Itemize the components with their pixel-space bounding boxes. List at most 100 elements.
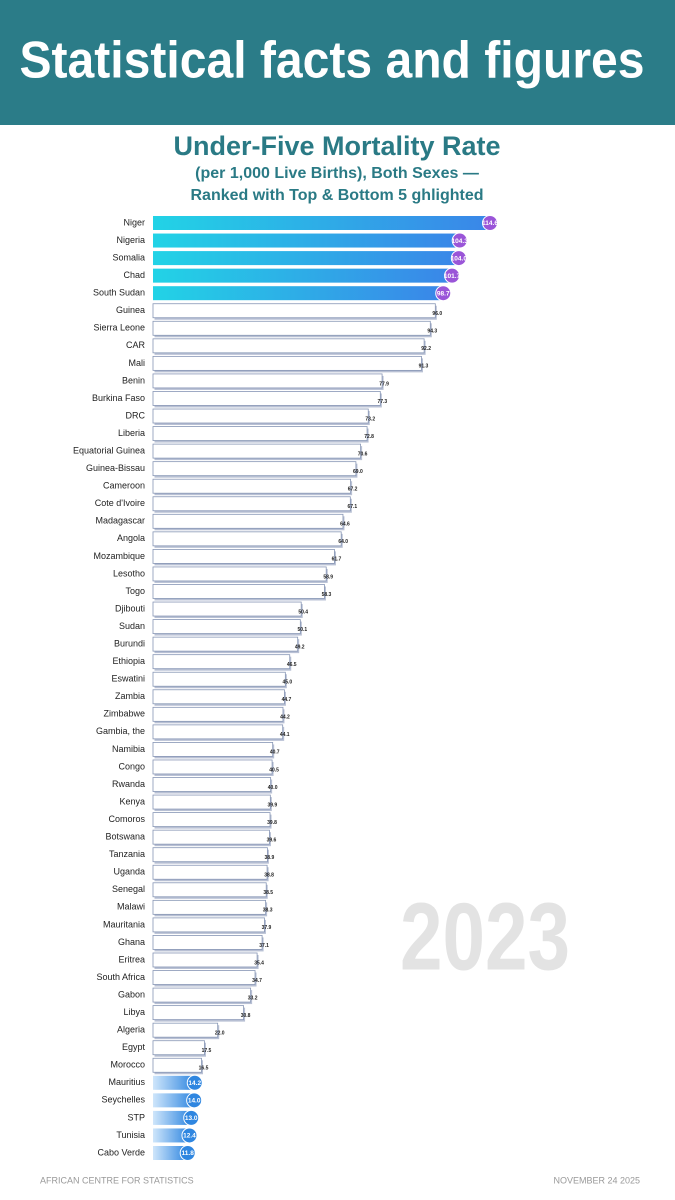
bar [152, 496, 351, 512]
bar [152, 303, 436, 319]
category-label: Seychelles [101, 1095, 145, 1105]
category-label: Zambia [115, 691, 145, 701]
category-label: Liberia [118, 428, 145, 438]
bars: Niger 114.6 Nigeria 104.3 Somalia 104.0 Chad 10… [73, 215, 498, 1161]
value-label: 64.6 [340, 522, 350, 528]
value-label: 38.3 [263, 908, 273, 914]
bar [152, 338, 425, 354]
category-label: Guinea-Bissau [86, 463, 145, 473]
value-label: 16.5 [199, 1066, 209, 1072]
value-label: 40.7 [270, 750, 280, 756]
value-label: 61.7 [332, 557, 342, 563]
bar [152, 952, 258, 968]
value-label: 17.5 [202, 1048, 212, 1054]
bar [152, 619, 301, 634]
bar [152, 899, 267, 915]
category-label: Cabo Verde [97, 1147, 145, 1157]
bar [152, 970, 256, 985]
chart-subtitle: Ranked with Top & Bottom 5 ghlighted [190, 187, 483, 204]
value-label: 38.8 [264, 873, 274, 879]
bar [152, 882, 267, 898]
header-title: Statistical facts and figures [20, 32, 645, 90]
value-label: 50.4 [298, 609, 308, 615]
chart-title: Under-Five Mortality Rate [173, 131, 500, 161]
value-label: 50.1 [297, 627, 307, 633]
value-label: 22.0 [215, 1030, 225, 1036]
category-label: Ethiopia [112, 656, 145, 666]
category-label: Angola [117, 533, 145, 543]
bar [152, 671, 286, 687]
value-marker [181, 1127, 198, 1144]
bar [152, 742, 274, 757]
category-label: Mali [128, 358, 145, 368]
value-label: 114.6 [482, 220, 498, 227]
bar [152, 566, 327, 582]
value-marker [186, 1092, 203, 1109]
value-label: 37.1 [259, 943, 269, 949]
category-label: South Africa [96, 972, 145, 982]
value-label: 64.0 [338, 539, 348, 545]
bar [152, 1005, 244, 1021]
category-label: Chad [123, 270, 145, 280]
bar [152, 478, 352, 494]
value-marker [450, 250, 467, 267]
value-label: 38.5 [263, 890, 273, 896]
category-label: Comoros [108, 814, 145, 824]
category-label: Morocco [110, 1060, 145, 1070]
value-label: 92.2 [421, 346, 431, 352]
bar [152, 426, 368, 441]
category-label: Equatorial Guinea [73, 445, 145, 455]
value-label: 37.9 [262, 925, 272, 931]
value-label: 40.0 [268, 785, 278, 791]
category-label: Egypt [122, 1042, 146, 1052]
value-marker [444, 267, 461, 284]
category-label: Eritrea [118, 954, 145, 964]
bar [152, 759, 273, 775]
value-label: 46.5 [287, 662, 297, 668]
category-label: Togo [125, 586, 145, 596]
bar [152, 689, 285, 705]
chart-subtitle: (per 1,000 Live Births), Both Sexes — [195, 165, 479, 182]
value-label: 101.7 [444, 273, 461, 280]
value-label: 49.2 [295, 644, 305, 650]
value-label: 69.0 [353, 469, 363, 475]
bar [153, 216, 490, 230]
category-label: Zimbabwe [103, 709, 145, 719]
bar [152, 917, 265, 933]
value-label: 44.1 [280, 732, 290, 738]
category-label: Gabon [118, 989, 145, 999]
category-label: Niger [123, 217, 145, 227]
category-label: Sudan [119, 621, 145, 631]
value-marker [435, 285, 452, 302]
category-label: Namibia [112, 744, 145, 754]
bar [152, 829, 270, 845]
category-label: DRC [126, 410, 146, 420]
bar [152, 461, 357, 477]
category-label: Burkina Faso [92, 393, 145, 403]
value-label: 39.8 [267, 820, 277, 826]
category-label: Uganda [113, 867, 145, 877]
bar [152, 1057, 202, 1073]
bar [153, 233, 460, 248]
category-label: Mauritania [103, 919, 145, 929]
category-label: Ghana [118, 937, 145, 947]
value-label: 77.9 [379, 381, 389, 387]
category-label: Benin [122, 375, 145, 385]
category-label: Cote d'Ivoire [95, 498, 145, 508]
bar [152, 443, 362, 459]
category-label: Kenya [119, 796, 145, 806]
category-label: Mozambique [93, 551, 145, 561]
bar [153, 251, 459, 266]
value-label: 39.9 [267, 802, 277, 808]
value-label: 72.8 [364, 434, 374, 440]
value-label: 104.0 [451, 255, 468, 262]
bar [152, 320, 431, 336]
value-label: 67.2 [348, 487, 358, 493]
category-label: Eswatini [111, 674, 145, 684]
bar [152, 584, 325, 599]
bar [153, 1128, 190, 1143]
category-label: South Sudan [93, 288, 145, 298]
value-marker [482, 215, 498, 231]
value-label: 11.8 [182, 1150, 195, 1157]
